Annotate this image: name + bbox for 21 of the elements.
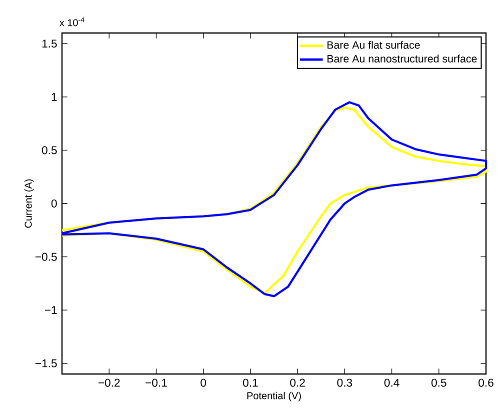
x-tick-label: 0.3 xyxy=(337,378,352,387)
y-tick-label: −0.5 xyxy=(35,252,57,261)
x-tick-label: 0.4 xyxy=(384,378,400,387)
x-tick-label: 0.6 xyxy=(478,378,494,387)
x-tick-label: −0.1 xyxy=(146,378,167,387)
y-tick-label: 0 xyxy=(51,199,57,208)
legend-label: Bare Au flat surface xyxy=(328,40,420,49)
text: x 10$^{-4}$ xyxy=(59,17,84,26)
x-tick-label: 0 xyxy=(200,378,206,387)
y-tick-label: −1 xyxy=(44,306,57,314)
legend-label: Bare Au nanostructured surface xyxy=(328,54,477,62)
x-tick-label: 0.5 xyxy=(431,378,446,387)
y-tick-label: 0.5 xyxy=(42,146,57,154)
y-axis-title: Current (A) xyxy=(24,179,34,228)
y-tick-label: 1 xyxy=(52,93,57,101)
y-tick-label: 1.5 xyxy=(42,40,57,48)
x-axis-title: Potential (V) xyxy=(247,392,301,402)
x-tick-label: 0.2 xyxy=(290,378,305,387)
x-tick-label: 0.1 xyxy=(243,378,258,387)
x-tick-label: −0.2 xyxy=(98,378,120,387)
y-tick-label: −1.5 xyxy=(35,359,57,368)
